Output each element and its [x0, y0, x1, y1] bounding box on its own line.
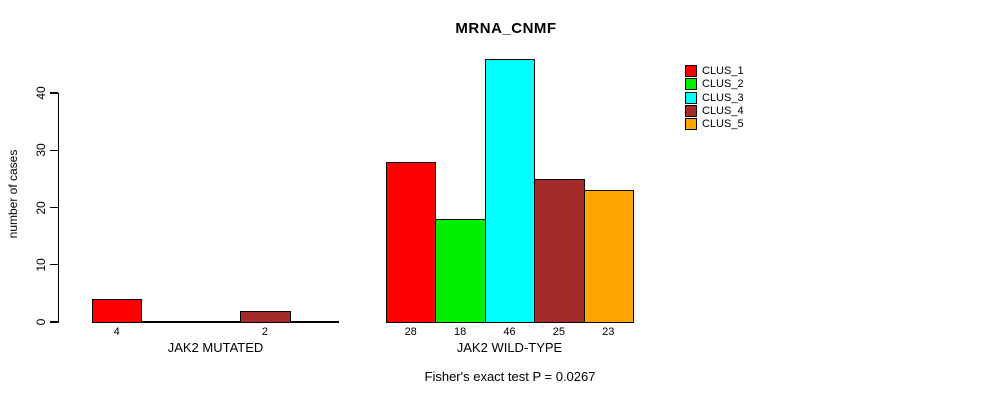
y-tick — [50, 206, 58, 209]
bar-value-label: 25 — [552, 326, 566, 338]
legend-swatch — [685, 65, 697, 77]
bar-value-label: 2 — [261, 326, 268, 338]
chart-title: MRNA_CNMF — [455, 20, 557, 37]
bar — [240, 310, 291, 323]
legend-label: CLUS_2 — [702, 78, 744, 91]
y-tick — [50, 92, 58, 94]
legend-label: CLUS_3 — [702, 91, 744, 104]
bar-value-label: 28 — [404, 326, 417, 338]
bar-value-label: 46 — [503, 326, 516, 338]
legend-label: CLUS_5 — [702, 118, 744, 131]
legend-swatch — [685, 118, 697, 131]
bar — [92, 299, 143, 323]
bar — [435, 218, 486, 323]
group-label: JAK2 WILD-TYPE — [456, 340, 563, 355]
legend-label: CLUS_1 — [702, 65, 744, 77]
fisher-test-annotation: Fisher's exact test P = 0.0267 — [424, 369, 596, 384]
legend-label: CLUS_4 — [702, 104, 744, 117]
y-tick — [50, 149, 58, 151]
group-label: JAK2 MUTATED — [167, 340, 264, 355]
y-tick — [50, 264, 58, 266]
bar — [583, 190, 634, 323]
bar-value-label: 18 — [453, 326, 467, 338]
legend-swatch — [685, 104, 697, 117]
bar — [386, 161, 437, 323]
legend-swatch — [685, 91, 697, 104]
y-tick — [50, 321, 58, 323]
bar — [534, 178, 585, 323]
bar-value-label: 4 — [113, 326, 120, 338]
legend-swatch — [685, 78, 697, 91]
bar — [484, 58, 536, 323]
y-axis-line — [58, 93, 60, 323]
group-baseline — [92, 321, 339, 323]
bar-value-label: 23 — [602, 326, 615, 338]
